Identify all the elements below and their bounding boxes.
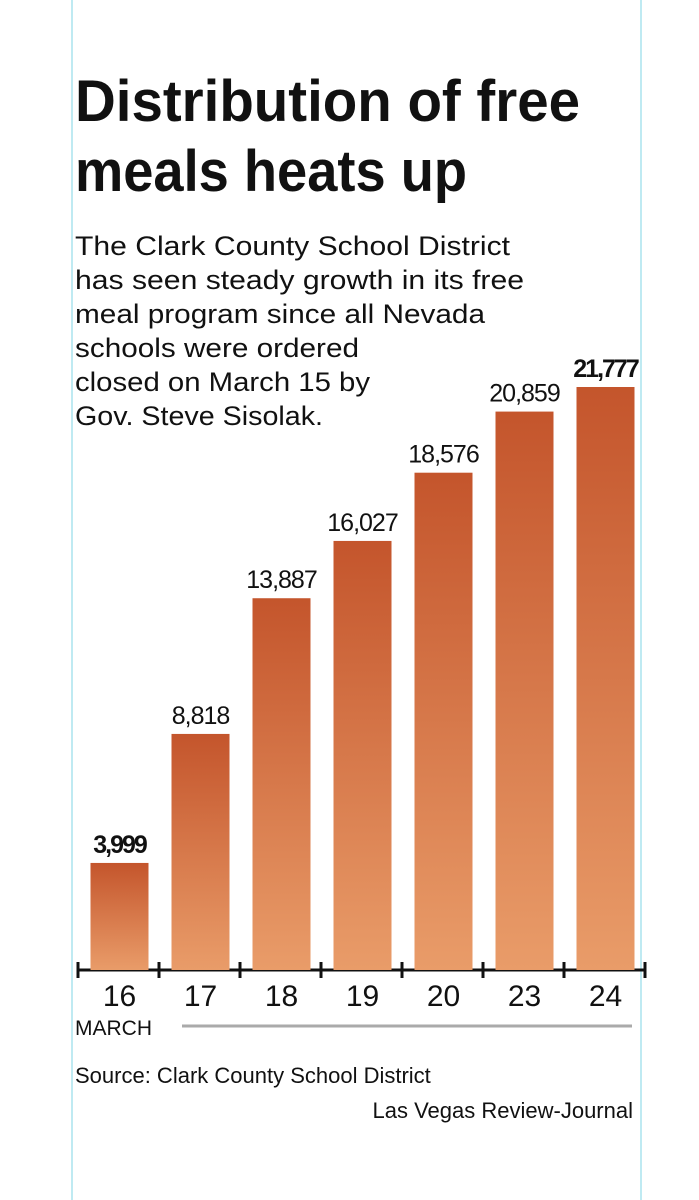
- description: Gov. Steve Sisolak.: [75, 401, 323, 431]
- value-label: 20,859: [489, 380, 560, 408]
- bar: [171, 733, 230, 970]
- value-label: 21,777: [573, 355, 639, 383]
- value-label: 13,887: [246, 566, 317, 594]
- x-tick-label: 17: [184, 980, 217, 1013]
- x-tick-label: 19: [346, 980, 379, 1013]
- x-axis-label: MARCH: [75, 1017, 152, 1040]
- description: schools were ordered: [75, 333, 359, 363]
- chart-title: Distribution of free: [75, 69, 580, 134]
- x-tick-label: 23: [508, 980, 541, 1013]
- bar: [333, 540, 392, 970]
- x-tick-label: 24: [589, 980, 622, 1013]
- bar: [495, 411, 554, 970]
- value-label: 18,576: [408, 441, 479, 469]
- value-label: 16,027: [327, 509, 398, 537]
- description: meal program since all Nevada: [75, 299, 486, 329]
- credit: Las Vegas Review-Journal: [373, 1098, 633, 1123]
- bar: [252, 598, 311, 970]
- x-tick-label: 16: [103, 980, 136, 1013]
- bar: [576, 387, 635, 970]
- description: has seen steady growth in its free: [75, 265, 524, 295]
- value-label: 3,999: [93, 831, 147, 859]
- x-tick-label: 20: [427, 980, 460, 1013]
- description: The Clark County School District: [75, 231, 511, 261]
- description: closed on March 15 by: [75, 367, 371, 397]
- chart-title: meals heats up: [75, 139, 467, 204]
- x-tick-label: 18: [265, 980, 298, 1013]
- value-label: 8,818: [172, 702, 230, 730]
- bar: [414, 472, 473, 970]
- bar: [90, 862, 149, 970]
- source: Source: Clark County School District: [75, 1063, 431, 1088]
